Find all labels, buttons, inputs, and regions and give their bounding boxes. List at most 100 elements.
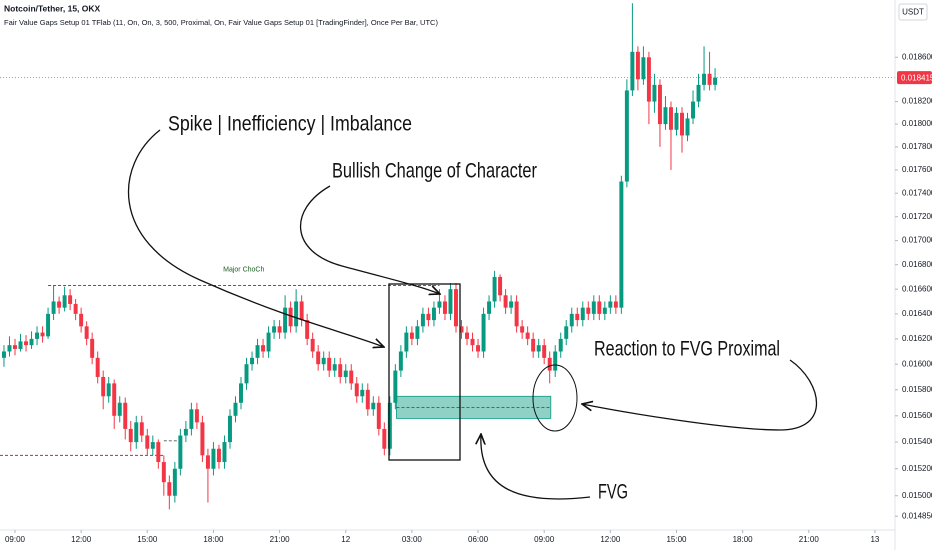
candle-body [178,435,183,469]
candle-body [685,118,690,136]
spike-box [388,283,461,461]
candle-body [387,402,392,449]
candle-body [194,409,199,423]
candle-body [299,301,304,321]
candle-body [244,364,249,384]
candle-body [509,301,514,308]
candle-body [106,383,111,397]
x-tick-label: 18:00 [733,535,754,544]
candle-body [261,345,266,352]
candle-body [200,422,205,456]
annotation: FVG [598,481,628,504]
candle-body [222,442,227,463]
candle-body [696,84,701,102]
candle-body [172,468,177,496]
candle-body [426,313,431,321]
last-price-label: 0.018415 [901,73,932,82]
candle-body [139,422,144,436]
candle-body [316,351,321,365]
candle-body [668,107,673,130]
candle-body [619,181,624,308]
candle-body [211,448,216,469]
x-tick-label: 09:00 [5,535,26,544]
candle-body [101,376,106,397]
candle-body [448,289,453,314]
reaction-ellipse [532,364,578,432]
candle-body [354,383,359,397]
candle-body [542,345,547,358]
candle-body [40,332,45,337]
last-price-box [897,71,932,85]
candle-body [613,301,618,308]
candle-body [409,332,414,339]
x-tick-label: 15:00 [666,535,687,544]
candle-body [608,301,613,308]
candle-body [239,383,243,403]
candle-body [404,332,409,352]
candle-body [365,389,370,410]
chart-title: Notcoin/Tether, 15, OKX [4,3,101,13]
candle-body [57,301,62,308]
candle-body [575,313,580,321]
candle-body [310,338,315,352]
candle-body [371,402,376,410]
candle-body [321,357,326,365]
x-tick-label: 18:00 [203,535,224,544]
candle-body [90,338,95,358]
candle-body [73,303,78,314]
candle-body [24,341,29,346]
candle-body [487,301,492,314]
candle-body [84,326,89,339]
candle-body [591,301,596,314]
candle-body [547,357,552,371]
arrow [481,434,591,500]
candle-body [112,383,117,416]
candle-body [227,415,232,443]
x-tick-label: 12:00 [71,535,92,544]
candle-body [520,326,525,333]
candle-body [68,295,73,304]
candle-body [680,112,684,136]
candle-body [398,351,403,371]
candle-body [46,313,51,337]
candle-body [79,313,84,327]
candle-body [702,73,707,85]
currency[interactable]: USDT [902,8,924,17]
candle-body [635,51,640,80]
level-label: Major ChoCh [223,266,264,273]
plot-area: Major ChoCh [0,3,895,510]
candle-body [525,332,530,339]
x-tick-label: 21:00 [270,535,291,544]
candle-body [652,84,657,102]
candle-body [327,357,332,371]
currency-box[interactable] [898,3,928,21]
arrow [127,129,384,347]
candle-body [117,402,122,416]
candle-body [183,428,188,436]
candle-body [134,422,139,443]
candle-body [431,307,436,321]
candle-body [277,326,282,333]
candle-body [272,326,277,333]
candle-body [128,428,133,443]
candle-body [586,307,591,314]
candle-body [707,73,712,85]
candle-body [150,442,155,449]
candle-body [205,455,210,469]
candle-body [360,389,365,397]
